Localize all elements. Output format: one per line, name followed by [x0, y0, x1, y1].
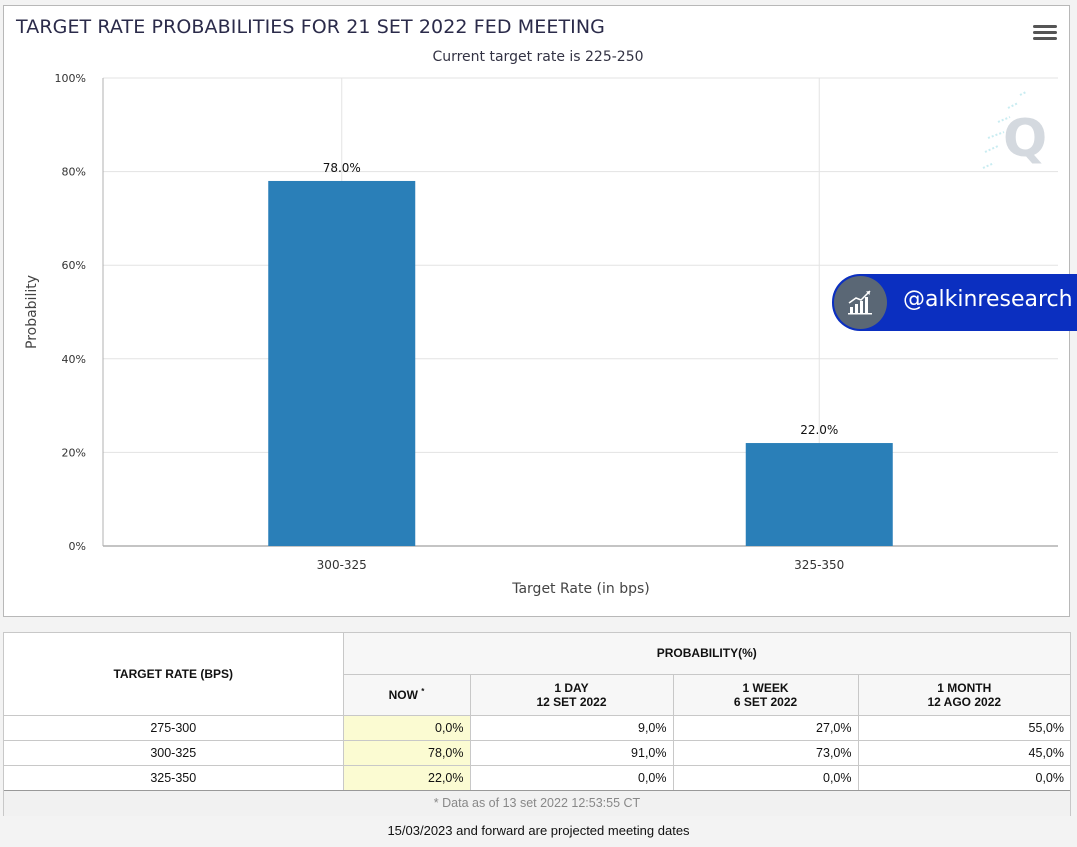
y-tick-label: 0%	[69, 540, 86, 553]
row-1-week: 27,0%	[672, 714, 858, 740]
table-row: 325-350 22,0% 0,0% 0,0% 0,0%	[4, 764, 1070, 791]
y-axis-label: Probability	[24, 275, 40, 349]
row-1-day: 91,0%	[469, 739, 673, 765]
y-tick-label: 40%	[62, 353, 86, 366]
header-target-rate: TARGET RATE (BPS)	[4, 633, 344, 716]
q-logo-stroke	[1007, 102, 1019, 109]
row-1-day: 0,0%	[469, 764, 673, 791]
table-row: 300-325 78,0% 91,0% 73,0% 45,0%	[4, 739, 1070, 765]
q-logo-watermark: Q	[982, 91, 1047, 169]
footer-note: 15/03/2023 and forward are projected mee…	[387, 823, 690, 838]
row-1-month: 45,0%	[857, 739, 1070, 765]
header-1-week: 1 WEEK 6 SET 2022	[672, 673, 859, 716]
x-axis-label: Target Rate (in bps)	[511, 581, 650, 597]
x-tick-label: 325-350	[794, 558, 844, 572]
header-1-day-label: 1 DAY	[554, 680, 589, 695]
header-1-month: 1 MONTH 12 AGO 2022	[857, 673, 1070, 716]
x-tick-label: 300-325	[317, 558, 367, 572]
chart-icon	[834, 276, 887, 329]
chart-subtitle: Current target rate is 225-250	[432, 49, 643, 65]
q-logo-stroke	[984, 145, 999, 153]
header-1-day: 1 DAY 12 SET 2022	[469, 673, 674, 716]
header-1-day-date: 12 SET 2022	[536, 694, 607, 709]
header-1-week-date: 6 SET 2022	[733, 694, 798, 709]
watermark-handle: @alkinresearch	[903, 287, 1073, 312]
row-now: 22,0%	[342, 764, 470, 791]
row-now: 0,0%	[342, 714, 470, 740]
table-row: 275-300 0,0% 9,0% 27,0% 55,0%	[4, 714, 1070, 740]
header-1-week-label: 1 WEEK	[742, 680, 789, 695]
row-1-week: 73,0%	[672, 739, 858, 765]
header-now-label: NOW	[388, 688, 418, 702]
data-timestamp-note: * Data as of 13 set 2022 12:53:55 CT	[4, 789, 1070, 816]
probability-table-panel: TARGET RATE (BPS) PROBABILITY(%) NOW * 1…	[3, 632, 1071, 816]
row-1-month: 0,0%	[857, 764, 1070, 791]
q-logo-letter: Q	[1003, 109, 1047, 169]
row-1-week: 0,0%	[672, 764, 858, 791]
row-1-day: 9,0%	[469, 714, 673, 740]
data-label: 22.0%	[800, 423, 838, 437]
watermark-badge: @alkinresearch	[832, 274, 1077, 331]
q-logo-stroke	[982, 162, 995, 169]
q-logo-stroke	[987, 131, 1005, 139]
bar	[268, 180, 416, 546]
bar	[745, 443, 893, 546]
y-tick-label: 100%	[55, 72, 86, 85]
chart-svg: Q Current target rate is 225-250 0% 20% 40%…	[24, 49, 1058, 597]
row-1-month: 55,0%	[857, 714, 1070, 740]
header-probability: PROBABILITY(%)	[342, 633, 1070, 675]
row-rate: 275-300	[4, 714, 343, 740]
q-logo-stroke	[1019, 91, 1027, 96]
row-rate: 325-350	[4, 764, 343, 791]
data-label: 78.0%	[323, 161, 361, 175]
y-tick-label: 80%	[62, 166, 86, 179]
menu-icon[interactable]	[1033, 25, 1057, 45]
header-1-month-date: 12 AGO 2022	[927, 694, 1002, 709]
chart-title: TARGET RATE PROBABILITIES FOR 21 SET 202…	[16, 16, 605, 38]
y-tick-label: 60%	[62, 259, 86, 272]
probability-table: TARGET RATE (BPS) PROBABILITY(%) NOW * 1…	[4, 633, 1070, 816]
row-now: 78,0%	[342, 739, 470, 765]
row-rate: 300-325	[4, 739, 343, 765]
header-1-month-label: 1 MONTH	[937, 680, 992, 695]
header-now: NOW *	[342, 673, 471, 716]
y-tick-label: 20%	[62, 446, 86, 459]
header-now-mark: *	[421, 687, 425, 696]
